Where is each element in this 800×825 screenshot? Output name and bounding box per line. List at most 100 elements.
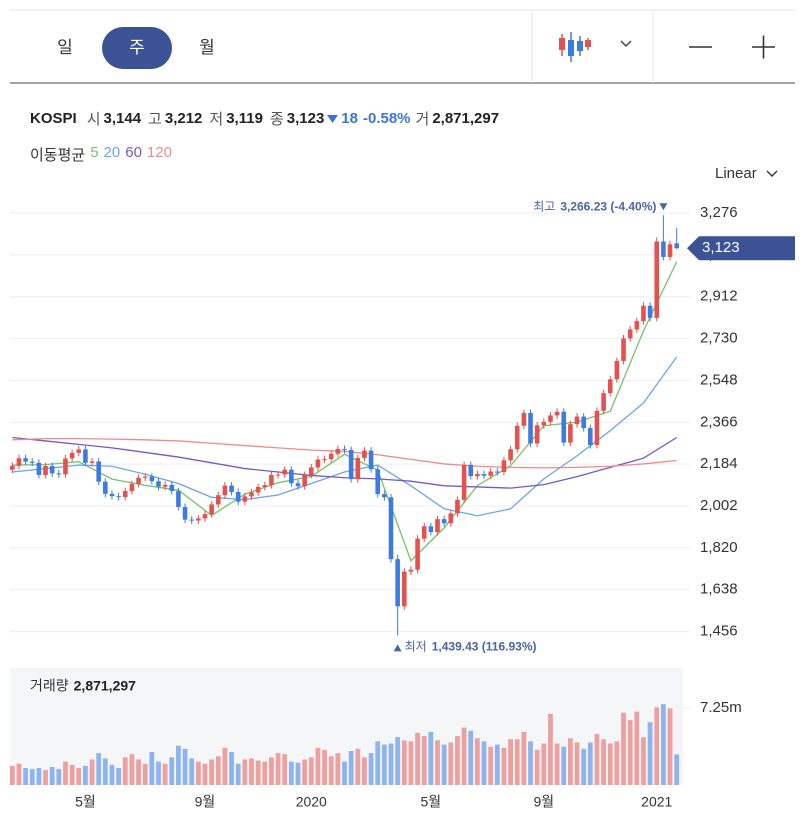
volume-bar [63, 761, 68, 785]
volume-bar [229, 752, 234, 785]
candle-body [242, 496, 248, 502]
volume-bar [342, 761, 347, 785]
volume-bar [587, 742, 593, 785]
candle-body [43, 466, 48, 475]
volume-bar [335, 753, 341, 785]
max-annotation-label: 최고 [533, 199, 555, 213]
candle-body [481, 474, 487, 476]
volume-bar [56, 769, 62, 785]
last-price-badge [687, 236, 795, 261]
y-tick-label: 3,276 [700, 204, 738, 221]
candle-body [176, 491, 181, 507]
candle-body [641, 305, 646, 322]
quote-value: 3,123 [286, 110, 325, 127]
min-annotation-value: 1,439.43 (116.93%) [432, 640, 537, 654]
quote-line: KOSPI 시 3,144 고 3,212 저 3,119 종 3,123 18 -0.… [30, 108, 506, 129]
volume-bar [355, 748, 361, 785]
candle-body [395, 559, 400, 607]
period-tab[interactable]: 월 [199, 38, 215, 57]
volume-bar [594, 733, 600, 785]
y-tick-label: 2,184 [700, 455, 738, 472]
volume-bar [215, 756, 221, 785]
volume-bar [109, 764, 115, 785]
quote-label: 종 [269, 111, 284, 128]
icon-body [577, 41, 583, 51]
volume-bar [581, 748, 587, 785]
min-annotation-label: 최저 [405, 640, 427, 654]
volume-bar [647, 722, 653, 785]
quote-value: 2,871,297 [432, 110, 500, 127]
x-tick-label: 9월 [533, 794, 554, 810]
candle-body [342, 449, 347, 450]
candle-body [142, 476, 148, 478]
candle-body [116, 496, 121, 498]
volume-bar [541, 743, 547, 785]
volume-bar [607, 743, 613, 785]
volume-bar [395, 737, 401, 785]
x-tick-label: 9월 [195, 794, 216, 810]
icon-body [568, 40, 574, 56]
candle-body [335, 449, 341, 454]
candle-body [129, 483, 135, 492]
quote-value: 3,212 [164, 110, 203, 127]
volume-bar [249, 758, 254, 785]
candle-body [222, 485, 228, 496]
volume-bar [182, 748, 188, 785]
candle-body [627, 329, 633, 339]
legend-entry: 20 [103, 144, 121, 161]
volume-bar [388, 743, 394, 785]
candle-body [382, 494, 387, 498]
volume-bar [308, 757, 314, 785]
zoom-in-button[interactable] [752, 35, 775, 59]
volume-bar [322, 749, 327, 785]
candle-body [401, 571, 407, 607]
down-arrow-shape [327, 114, 339, 123]
candle-body [375, 469, 381, 495]
volume-bar [674, 754, 680, 785]
symbol: KOSPI [30, 110, 77, 127]
volume-bar [641, 737, 646, 785]
candle-body [501, 460, 507, 472]
volume-bar [282, 754, 288, 785]
volume-bar [96, 753, 102, 785]
candle-body [275, 474, 281, 476]
y-tick-label: 2,912 [700, 288, 738, 305]
candle-body [581, 416, 586, 429]
candle-body [83, 449, 88, 463]
period-tab[interactable]: 일 [57, 38, 73, 57]
candle-body [295, 483, 301, 487]
volume-subtitle: 2,871,297 [74, 678, 136, 694]
period-tab[interactable]: 주 [102, 27, 172, 69]
candle-body [654, 241, 660, 318]
volume-bar [415, 732, 420, 785]
candle-body [674, 243, 679, 249]
candle-body [488, 471, 493, 476]
quote-label: 저 [209, 111, 224, 128]
volume-bar [468, 730, 474, 785]
quote-label: 거 [415, 111, 430, 128]
y-tick-label: 1,456 [700, 623, 738, 640]
x-tick-label: 5월 [421, 794, 442, 810]
volume-bar [36, 767, 42, 785]
candle-body [189, 519, 194, 521]
candle-body [607, 379, 613, 394]
chart-type-icon[interactable] [559, 32, 591, 62]
volume-bar [288, 761, 294, 785]
x-tick-label: 2020 [296, 794, 327, 810]
scale-selector[interactable]: Linear [715, 165, 757, 182]
volume-bar [156, 761, 161, 785]
volume-bar [654, 707, 660, 785]
scale-chevron[interactable] [766, 170, 778, 177]
candle-body [196, 518, 201, 521]
y-tick-label: 2,730 [700, 330, 738, 347]
volume-bar [521, 731, 527, 785]
dropdown-chevron[interactable] [620, 40, 632, 48]
quote-label: 시 [86, 111, 101, 128]
candle-body [495, 471, 500, 473]
volume-bar [149, 752, 155, 785]
volume-bar [302, 759, 308, 785]
candle-body [541, 421, 547, 426]
change-pct: -0.58% [362, 110, 411, 127]
candle-body [548, 415, 553, 422]
